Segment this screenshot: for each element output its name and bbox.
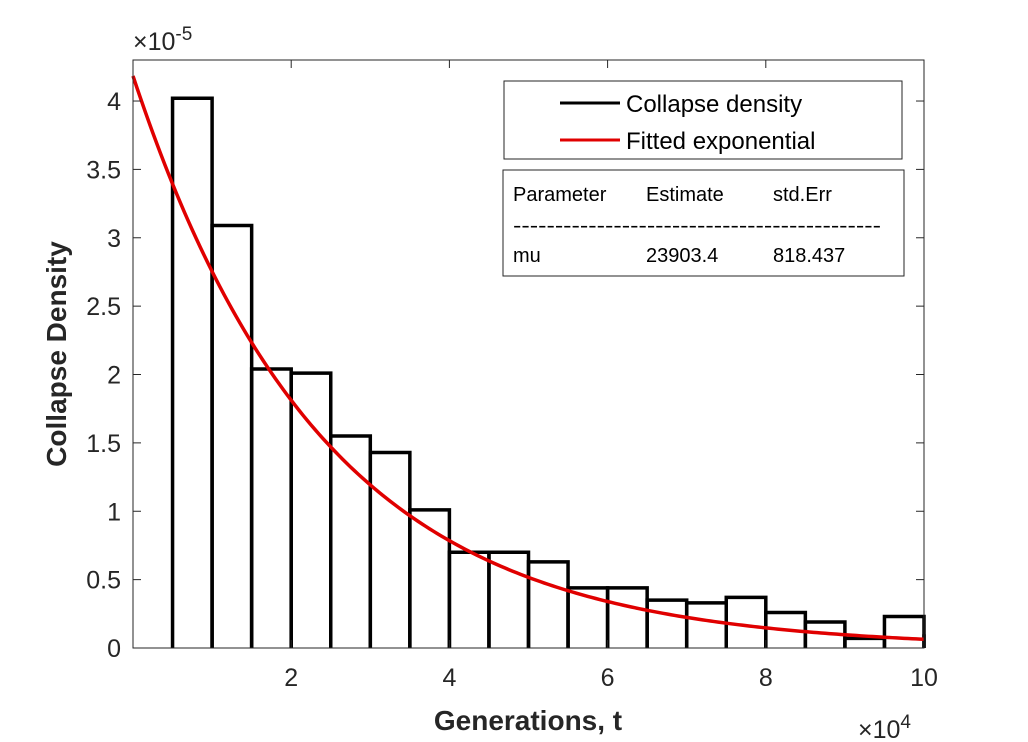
histogram-bar xyxy=(249,367,293,648)
y-tick-label: 2.5 xyxy=(86,293,121,321)
y-tick-label: 2 xyxy=(107,362,121,390)
y-tick-label: 3.5 xyxy=(86,156,121,184)
histogram-bar xyxy=(684,601,728,648)
legend-box xyxy=(503,80,903,160)
fit-table-cell-param: mu xyxy=(513,245,541,267)
ticks-layer: 2 4 6 8 10 0 0.5 1 1.5 2 2.5 3 3.5 4 xyxy=(86,60,938,692)
fit-table-separator: ----------------------------------------… xyxy=(513,215,881,237)
x-axis-title: Generations, t xyxy=(434,705,622,736)
fitted-curve-layer xyxy=(131,75,925,642)
histogram-bar xyxy=(843,636,887,648)
histogram-bar xyxy=(289,371,333,648)
histogram-layer xyxy=(170,96,926,648)
x-tick-label: 10 xyxy=(910,664,938,692)
y-tick-label: 3 xyxy=(107,225,121,253)
histogram-bar xyxy=(645,598,689,648)
histogram-bar xyxy=(170,96,214,648)
x-tick-label: 8 xyxy=(759,664,773,692)
fitted-exponential-line xyxy=(131,75,925,642)
fit-table-box xyxy=(502,169,905,277)
legend-label-collapse-density: Collapse density xyxy=(626,91,802,118)
legend-label-fitted-exponential: Fitted exponential xyxy=(626,128,815,155)
fit-parameters-table: Parameter Estimate std.Err -------------… xyxy=(502,169,905,277)
y-tick-label: 0.5 xyxy=(86,567,121,595)
x-tick-label: 6 xyxy=(601,664,615,692)
x-exponent-label: ×104 xyxy=(858,712,911,742)
y-tick-label: 4 xyxy=(107,88,121,116)
histogram-bar xyxy=(605,586,649,648)
histogram-bar xyxy=(882,614,926,648)
fit-table-header-stderr: std.Err xyxy=(773,184,832,206)
fit-table-cell-stderr: 818.437 xyxy=(773,245,845,267)
x-tick-label: 2 xyxy=(284,664,298,692)
histogram-bar xyxy=(210,223,254,648)
y-tick-label: 1.5 xyxy=(86,430,121,458)
y-axis-title: Collapse Density xyxy=(41,241,72,467)
fit-table-header-parameter: Parameter xyxy=(513,184,607,206)
legend: Collapse density Fitted exponential xyxy=(503,80,903,160)
histogram-bar xyxy=(487,550,531,648)
axes-box xyxy=(132,59,925,649)
histogram-bar xyxy=(526,560,570,648)
y-exponent-label: ×10-5 xyxy=(133,24,192,56)
x-tick-label: 4 xyxy=(442,664,456,692)
fit-table-header-estimate: Estimate xyxy=(646,184,724,206)
histogram-bar xyxy=(447,550,491,648)
y-tick-label: 1 xyxy=(107,498,121,526)
histogram-bar xyxy=(368,450,412,648)
fit-table-cell-estimate: 23903.4 xyxy=(646,245,718,267)
y-tick-label: 0 xyxy=(107,635,121,663)
